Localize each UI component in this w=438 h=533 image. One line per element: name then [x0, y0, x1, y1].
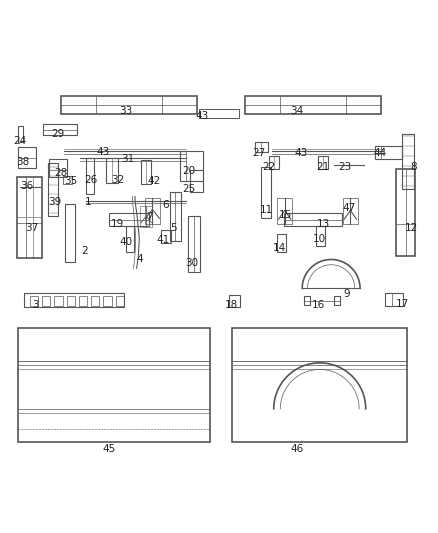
- Text: 17: 17: [396, 299, 409, 309]
- Text: 35: 35: [64, 176, 77, 185]
- Text: 25: 25: [183, 183, 196, 193]
- Text: 19: 19: [111, 219, 124, 229]
- Text: 37: 37: [25, 223, 38, 233]
- Text: 31: 31: [121, 154, 134, 164]
- Text: 12: 12: [405, 223, 418, 233]
- Text: 11: 11: [260, 205, 273, 215]
- Text: 33: 33: [120, 106, 133, 116]
- Text: 15: 15: [279, 210, 292, 220]
- Text: 13: 13: [317, 219, 330, 229]
- Text: 34: 34: [290, 106, 304, 116]
- Text: 44: 44: [374, 149, 387, 158]
- Text: 5: 5: [170, 223, 177, 233]
- Text: 28: 28: [55, 168, 68, 178]
- Text: 24: 24: [13, 136, 26, 146]
- Text: 8: 8: [410, 161, 417, 172]
- Text: 42: 42: [148, 176, 161, 185]
- Text: 7: 7: [146, 212, 153, 222]
- Text: 41: 41: [156, 235, 170, 245]
- Text: 27: 27: [253, 149, 266, 158]
- Text: 43: 43: [295, 148, 308, 158]
- Text: 2: 2: [81, 246, 88, 256]
- Text: 45: 45: [102, 444, 115, 454]
- Text: 46: 46: [290, 444, 304, 454]
- Text: 10: 10: [313, 235, 326, 244]
- Text: 29: 29: [51, 129, 64, 139]
- Text: 32: 32: [111, 175, 124, 185]
- Text: 6: 6: [162, 200, 169, 210]
- Text: 26: 26: [85, 175, 98, 185]
- Text: 1: 1: [85, 197, 92, 207]
- Text: 30: 30: [185, 258, 198, 268]
- Text: 40: 40: [120, 237, 133, 247]
- Text: 38: 38: [16, 157, 29, 167]
- Text: 16: 16: [312, 300, 325, 310]
- Text: 3: 3: [32, 300, 39, 310]
- Text: 20: 20: [183, 166, 196, 176]
- Text: 43: 43: [96, 147, 110, 157]
- Text: 21: 21: [317, 161, 330, 172]
- Text: 36: 36: [21, 181, 34, 191]
- Text: 22: 22: [263, 161, 276, 172]
- Text: 43: 43: [196, 111, 209, 122]
- Text: 23: 23: [339, 161, 352, 172]
- Text: 9: 9: [343, 289, 350, 298]
- Text: 39: 39: [48, 197, 61, 207]
- Text: 14: 14: [273, 243, 286, 253]
- Text: 47: 47: [343, 203, 356, 213]
- Text: 4: 4: [136, 254, 143, 264]
- Text: 18: 18: [225, 300, 238, 310]
